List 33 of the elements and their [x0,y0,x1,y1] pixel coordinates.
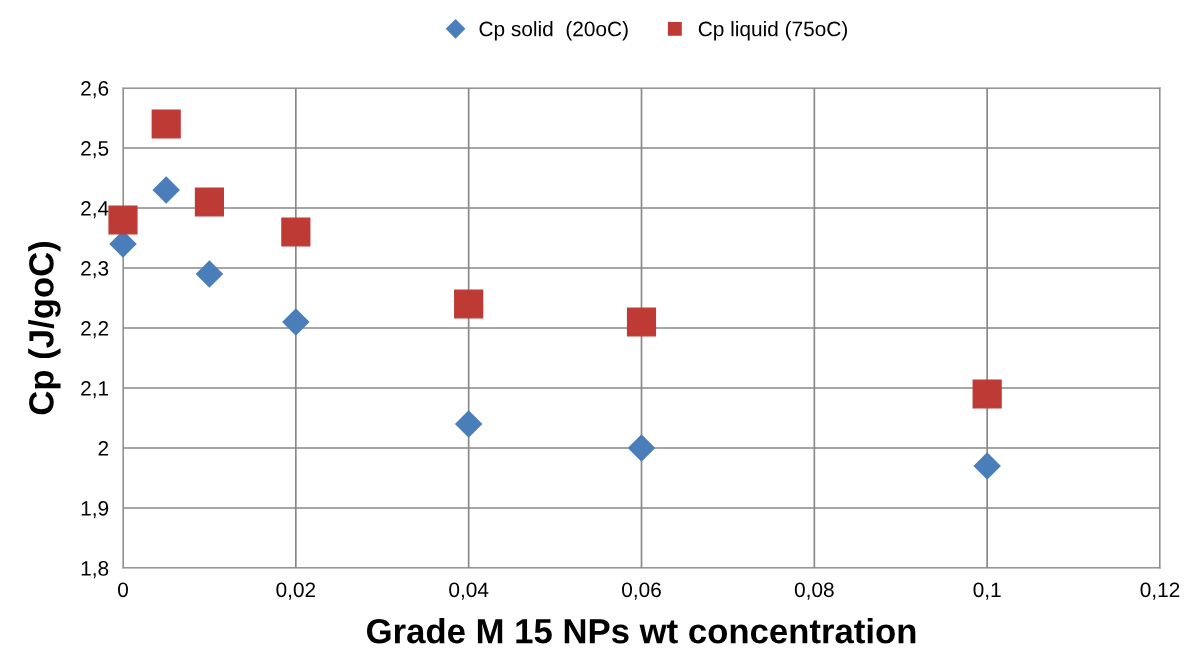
y-axis-title: Cp (J/goC) [28,241,61,415]
x-tick-label: 0,04 [449,582,489,600]
y-tick-label: 2,2 [81,321,109,339]
y-tick-label: 1,8 [81,561,109,579]
point [972,379,1002,409]
point [626,307,657,337]
y-tick-label: 1,9 [81,501,109,519]
point [454,289,484,319]
point [152,176,180,204]
x-tick-label: 0,06 [622,582,661,600]
y-tick-label: 2,3 [81,261,109,279]
y-tick-label: 2,1 [81,381,109,399]
point [195,260,223,288]
y-tick-label: 2,4 [81,201,109,219]
point [151,109,181,139]
x-tick-label: 0,12 [1140,582,1180,600]
point [194,187,225,217]
point [282,308,310,336]
point [973,452,1001,480]
point [108,205,138,235]
point [281,217,311,247]
legend-label: Cp liquid (75oC) [698,21,847,41]
y-tick-label: 2 [98,441,109,456]
x-tick-label: 0 [118,582,128,598]
point [628,434,655,462]
y-tick-label: 2,6 [81,81,109,99]
x-tick-label: 0,08 [794,582,834,600]
legend-label: Cp solid (20oC) [479,21,628,41]
x-axis-title: Grade M 15 NPs wt concentration [367,617,916,644]
y-tick-label: 2,5 [81,141,109,159]
x-tick-label: 0,02 [276,582,316,600]
point [455,410,483,438]
x-tick-label: 0,1 [973,582,1001,600]
